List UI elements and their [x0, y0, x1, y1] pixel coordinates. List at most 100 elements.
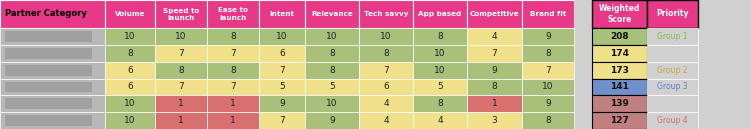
- Bar: [207, 28, 259, 45]
- Text: 7: 7: [178, 49, 184, 58]
- Text: Group 1: Group 1: [657, 32, 688, 41]
- Bar: [259, 0, 305, 28]
- Text: 10: 10: [542, 82, 553, 91]
- Text: 127: 127: [610, 116, 629, 125]
- Text: 10: 10: [380, 32, 392, 41]
- Bar: [359, 112, 413, 129]
- Bar: [155, 112, 207, 129]
- Bar: [305, 62, 359, 79]
- Bar: [0, 62, 105, 79]
- Bar: [359, 28, 413, 45]
- Bar: [155, 79, 207, 95]
- Text: 10: 10: [124, 116, 136, 125]
- Text: 7: 7: [230, 49, 236, 58]
- Bar: [647, 45, 698, 62]
- Text: App based: App based: [418, 11, 462, 17]
- Bar: [574, 0, 592, 129]
- Bar: [467, 28, 522, 45]
- Text: 139: 139: [610, 99, 629, 108]
- Bar: [155, 62, 207, 79]
- Text: Priority: Priority: [656, 10, 689, 18]
- Text: Brand fit: Brand fit: [530, 11, 566, 17]
- Bar: [155, 95, 207, 112]
- Bar: [467, 112, 522, 129]
- Text: 1: 1: [230, 116, 236, 125]
- Bar: [259, 45, 305, 62]
- Text: 8: 8: [545, 49, 551, 58]
- Text: 10: 10: [124, 32, 136, 41]
- Bar: [155, 0, 207, 28]
- Bar: [522, 45, 574, 62]
- Text: 174: 174: [610, 49, 629, 58]
- Text: 7: 7: [279, 116, 285, 125]
- Bar: [359, 79, 413, 95]
- Bar: [522, 62, 574, 79]
- Text: 8: 8: [383, 49, 389, 58]
- Bar: [359, 45, 413, 62]
- Text: 9: 9: [545, 99, 551, 108]
- Text: 8: 8: [437, 99, 443, 108]
- Text: 173: 173: [610, 66, 629, 75]
- Text: 7: 7: [178, 82, 184, 91]
- Bar: [413, 62, 467, 79]
- Bar: [413, 95, 467, 112]
- Bar: [522, 0, 574, 28]
- Text: 7: 7: [230, 82, 236, 91]
- Bar: [155, 45, 207, 62]
- Bar: [592, 62, 647, 79]
- Text: 3: 3: [492, 116, 497, 125]
- Text: 9: 9: [492, 66, 497, 75]
- Bar: [467, 79, 522, 95]
- Bar: [305, 79, 359, 95]
- Bar: [259, 95, 305, 112]
- Bar: [5, 65, 92, 75]
- Text: 10: 10: [434, 49, 446, 58]
- Text: 8: 8: [230, 66, 236, 75]
- Text: Volume: Volume: [115, 11, 145, 17]
- Bar: [207, 95, 259, 112]
- Bar: [207, 112, 259, 129]
- Bar: [105, 95, 155, 112]
- Bar: [413, 28, 467, 45]
- Text: 4: 4: [383, 116, 389, 125]
- Text: 10: 10: [326, 99, 338, 108]
- Bar: [592, 79, 647, 95]
- Bar: [647, 28, 698, 45]
- Bar: [259, 112, 305, 129]
- Bar: [5, 48, 92, 59]
- Text: 10: 10: [175, 32, 187, 41]
- Text: 8: 8: [230, 32, 236, 41]
- Bar: [467, 62, 522, 79]
- Text: 10: 10: [124, 99, 136, 108]
- Text: 8: 8: [127, 49, 133, 58]
- Bar: [105, 0, 155, 28]
- Text: 7: 7: [279, 66, 285, 75]
- Bar: [207, 45, 259, 62]
- Text: 4: 4: [492, 32, 497, 41]
- Text: Weighted
Score: Weighted Score: [599, 4, 640, 24]
- Text: Competitive: Competitive: [469, 11, 519, 17]
- Text: 7: 7: [545, 66, 551, 75]
- Text: Partner Category: Partner Category: [5, 10, 87, 18]
- Text: 8: 8: [329, 66, 335, 75]
- Bar: [105, 112, 155, 129]
- Bar: [413, 112, 467, 129]
- Bar: [305, 112, 359, 129]
- Bar: [359, 0, 413, 28]
- Text: Tech savvy: Tech savvy: [363, 11, 409, 17]
- Text: 8: 8: [545, 116, 551, 125]
- Text: Intent: Intent: [270, 11, 294, 17]
- Text: 6: 6: [383, 82, 389, 91]
- Text: 1: 1: [178, 116, 184, 125]
- Text: 1: 1: [492, 99, 497, 108]
- Bar: [359, 95, 413, 112]
- Bar: [413, 45, 467, 62]
- Bar: [647, 95, 698, 112]
- Bar: [0, 95, 105, 112]
- Bar: [522, 112, 574, 129]
- Bar: [0, 28, 105, 45]
- Bar: [467, 45, 522, 62]
- Text: 10: 10: [276, 32, 288, 41]
- Bar: [0, 45, 105, 62]
- Bar: [467, 0, 522, 28]
